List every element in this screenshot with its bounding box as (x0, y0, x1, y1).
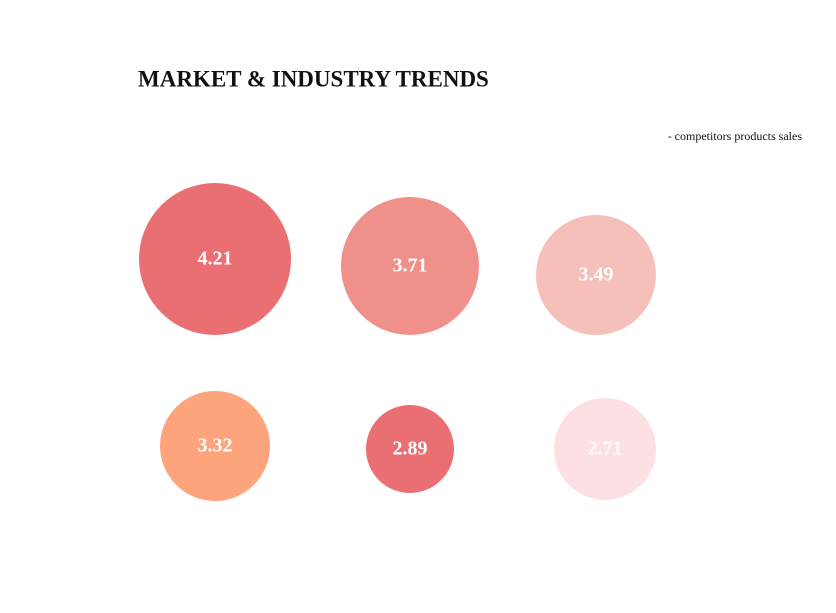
bubble (366, 405, 454, 493)
bubble (536, 215, 656, 335)
data-label: 3.49 (579, 264, 614, 286)
data-label: 2.71 (588, 438, 623, 460)
data-label: 3.71 (393, 255, 428, 277)
bubble (554, 398, 656, 500)
data-label: 4.21 (198, 248, 233, 270)
data-label: 3.32 (198, 435, 233, 457)
bubble (139, 183, 291, 335)
data-label: 2.89 (393, 438, 428, 460)
chart-title: MARKET & INDUSTRY TRENDS (138, 66, 489, 91)
chart-subtitle: - competitors products sales (668, 129, 803, 143)
bubble (341, 197, 479, 335)
bubble (160, 391, 270, 501)
